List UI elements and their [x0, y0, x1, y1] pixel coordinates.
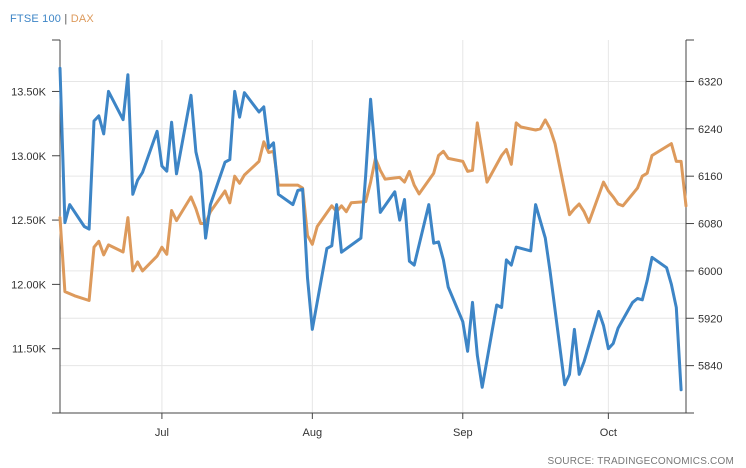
series-line-ftse-100[interactable]: [58, 66, 683, 392]
x-tick-label: Sep: [453, 427, 473, 439]
left-tick-label: 11.50K: [12, 344, 47, 356]
right-tick-label: 6080: [698, 219, 722, 231]
right-tick-label: 6160: [698, 171, 722, 183]
x-tick-label: Jul: [155, 427, 169, 439]
legend-separator: |: [64, 13, 68, 25]
left-tick-label: 13.00K: [11, 151, 47, 163]
left-tick-label: 12.00K: [11, 279, 47, 291]
left-tick-label: 13.50K: [11, 86, 47, 98]
right-tick-label: 5840: [698, 361, 722, 373]
x-axis-ticks: Jul Aug Sep Oct: [155, 413, 617, 439]
legend-entry-dax[interactable]: DAX: [70, 13, 94, 25]
right-tick-label: 6240: [698, 124, 722, 136]
axes: [59, 40, 687, 414]
grid-lines: [60, 40, 686, 413]
left-axis-ticks: 11.50K 12.00K 12.50K 13.00K 13.50K: [11, 39, 60, 414]
series-line-dax[interactable]: [58, 118, 688, 302]
right-tick-label: 5920: [698, 313, 722, 325]
right-axis-ticks: 5840 5920 6000 6080 6160 6240 6320: [686, 39, 722, 414]
right-tick-label: 6320: [698, 76, 722, 88]
x-tick-label: Oct: [600, 427, 617, 439]
legend-entry-ftse-100[interactable]: FTSE 100: [10, 13, 62, 25]
left-tick-label: 12.50K: [11, 215, 47, 227]
right-tick-label: 6000: [698, 266, 722, 278]
source-attribution: SOURCE: TRADINGECONOMICS.COM: [547, 456, 734, 467]
x-tick-label: Aug: [303, 427, 323, 439]
chart-legend: FTSE 100 | DAX: [10, 13, 94, 25]
series-layer: [58, 66, 688, 392]
